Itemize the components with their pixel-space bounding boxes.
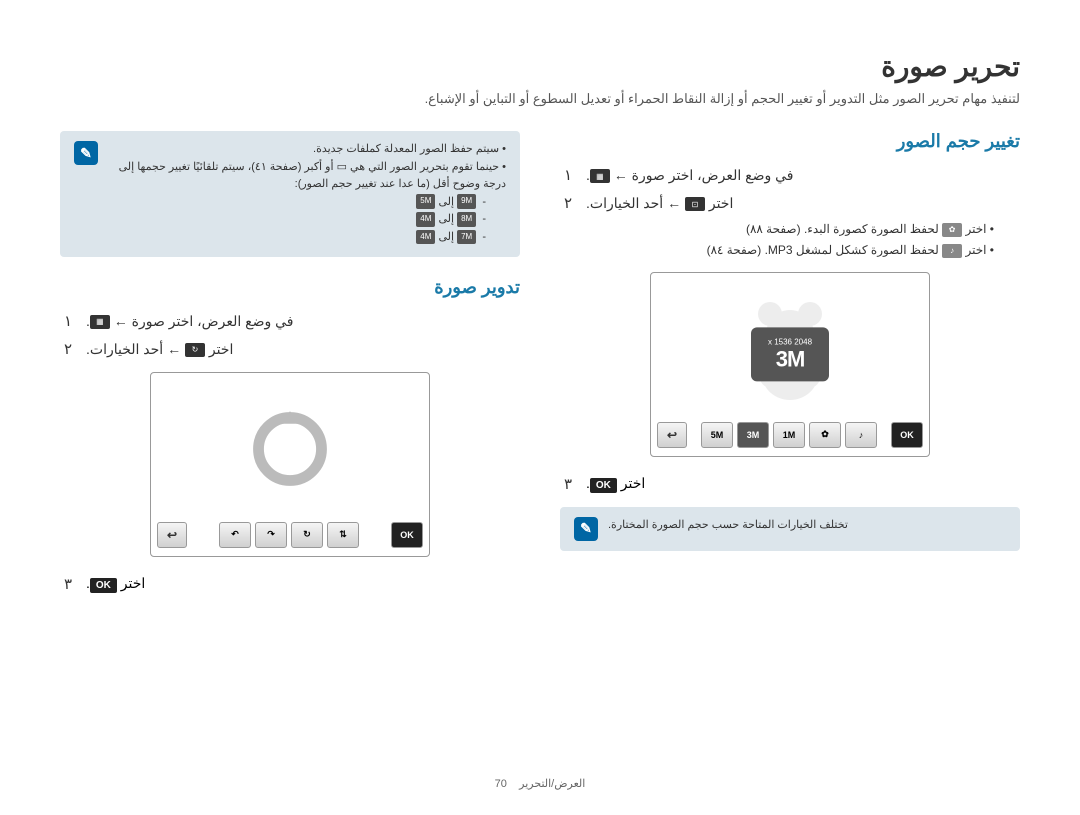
mockup-toolbar: ↩ ↶ ↷ ↻ ⇅ OK [157,520,423,550]
right-column: ✎ سيتم حفظ الصور المعدلة كملفات جديدة. ح… [60,131,520,593]
ok-button[interactable]: OK [891,422,923,448]
step-number: ١ [560,166,576,184]
edit-menu-icon: ▦ [590,169,610,183]
mockup-toolbar: ↩ 5M 3M 1M ✿ ♪ OK [657,420,923,450]
content-columns: ✎ سيتم حفظ الصور المعدلة كملفات جديدة. ح… [60,131,1020,593]
step-3: ٣ اختر OK. [560,475,1020,493]
mp3-skin-icon: ♪ [942,244,962,258]
rotate-option-button[interactable]: ↶ [219,522,251,548]
step-2: ٢ اختر ⊡ ← أحد الخيارات. [560,194,1020,212]
mockup-preview: 2048 x 1536 3M [657,279,923,420]
intro-text: لتنفيذ مهام تحرير الصور مثل التدوير أو ت… [60,91,1020,107]
rotate-option-button[interactable]: ⇅ [327,522,359,548]
step-number: ٣ [60,575,76,593]
page-title: تحرير صورة [60,50,1020,83]
step-1: ١ في وضع العرض، اختر صورة ← ▦. [60,312,520,330]
rotate-arrow-icon [245,404,335,494]
resize-screen-mockup: 2048 x 1536 3M ↩ 5M 3M 1M ✿ ♪ OK [650,272,930,457]
bullet-mp3: اختر ♪ لحفظ الصورة كشكل لمشغل MP3. (صفحة… [560,243,1020,258]
note-text: تختلف الخيارات المتاحة حسب حجم الصورة ال… [608,517,848,541]
mockup-preview [157,379,423,520]
note-line: سيتم حفظ الصور المعدلة كملفات جديدة. [108,141,506,159]
ok-button[interactable]: OK [391,522,423,548]
step-2: ٢ اختر ↻ ← أحد الخيارات. [60,340,520,358]
size-option-button[interactable]: 3M [737,422,769,448]
note-line: حينما تقوم بتحرير الصور التي هي ▭ أو أكب… [108,159,506,194]
rotate-icon: ↻ [185,343,205,357]
footer-section: العرض/التحرير [519,778,585,790]
info-icon: ✎ [574,517,598,541]
step-3: ٣ اختر OK. [60,575,520,593]
bullet-startimage: اختر ✿ لحفظ الصورة كصورة البدء. (صفحة ٨٨… [560,222,1020,237]
size-mapping: - 8M إلى 4M [108,211,486,229]
size-option-start-icon[interactable]: ✿ [809,422,841,448]
step-number: ٢ [60,340,76,358]
size-mapping: - 9M إلى 5M [108,194,486,212]
step-number: ٣ [560,475,576,493]
ok-label-icon: OK [590,478,617,493]
info-icon: ✎ [74,141,98,165]
back-button[interactable]: ↩ [657,422,687,448]
note-box: ✎ تختلف الخيارات المتاحة حسب حجم الصورة … [560,507,1020,551]
rotate-option-button[interactable]: ↷ [255,522,287,548]
step-number: ٢ [560,194,576,212]
note-text: سيتم حفظ الصور المعدلة كملفات جديدة. حين… [108,141,506,247]
resize-icon: ⊡ [685,197,705,211]
section-title-resize: تغيير حجم الصور [560,131,1020,152]
size-option-button[interactable]: 5M [701,422,733,448]
megapixel-label: 3M [776,346,805,372]
page-number: 70 [495,778,507,790]
edit-menu-icon: ▦ [90,315,110,329]
size-mapping: - 7M إلى 4M [108,229,486,247]
left-column: تغيير حجم الصور ١ في وضع العرض، اختر صور… [560,131,1020,593]
step-1: ١ في وضع العرض، اختر صورة ← ▦. [560,166,1020,184]
size-option-button[interactable]: 1M [773,422,805,448]
step-number: ١ [60,312,76,330]
size-option-mp3-icon[interactable]: ♪ [845,422,877,448]
rotate-option-button[interactable]: ↻ [291,522,323,548]
section-title-rotate: تدوير صورة [60,277,520,298]
rotate-screen-mockup: يسار 90° ↩ ↶ ↷ ↻ ⇅ OK [150,372,430,557]
note-box: ✎ سيتم حفظ الصور المعدلة كملفات جديدة. ح… [60,131,520,257]
dimension-text: 2048 x 1536 [768,337,812,346]
resolution-badge: 2048 x 1536 3M [751,328,829,382]
page-footer: العرض/التحرير 70 [0,777,1080,790]
ok-label-icon: OK [90,578,117,593]
start-image-icon: ✿ [942,223,962,237]
back-button[interactable]: ↩ [157,522,187,548]
